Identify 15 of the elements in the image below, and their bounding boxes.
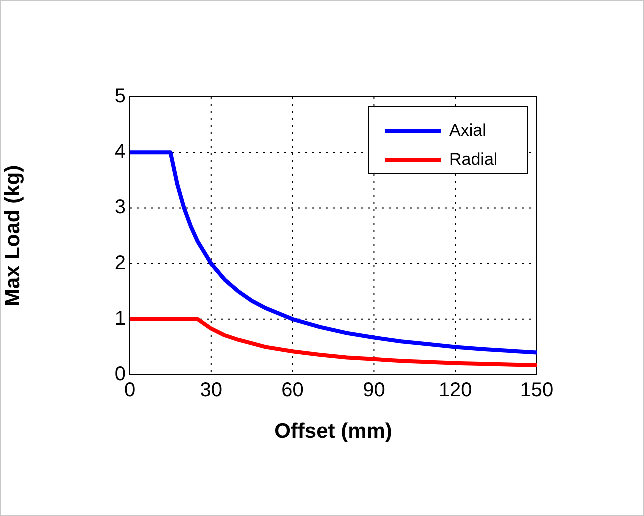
legend-label: Axial [450,121,486,140]
y-tick-label: 3 [114,196,126,219]
x-tick-label: 150 [520,380,554,402]
x-tick-label: 90 [363,380,386,402]
y-tick-label: 2 [114,252,126,274]
y-tick-label: 1 [114,308,126,330]
y-tick-label: 0 [114,364,126,386]
y-axis-title: Max Load (kg) [1,165,24,307]
y-tick-label: 5 [114,86,126,108]
x-axis-title: Offset (mm) [274,420,392,444]
x-tick-label: 30 [200,380,223,402]
y-tick-label: 4 [114,141,126,164]
x-tick-label: 120 [438,380,472,402]
legend-label: Radial [450,150,498,170]
x-tick-label: 60 [282,380,304,402]
